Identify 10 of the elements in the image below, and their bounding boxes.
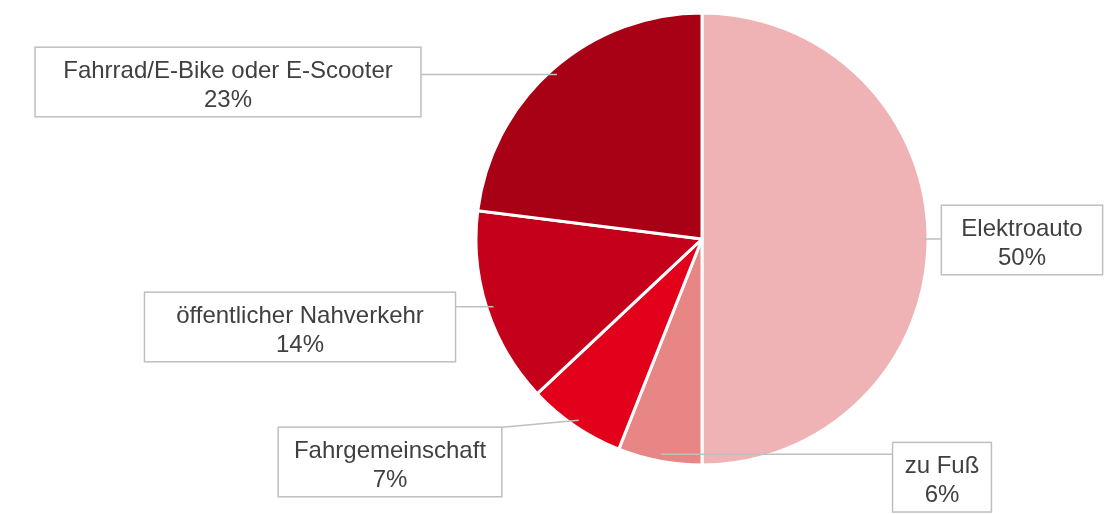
slice-label: Elektroauto: [961, 214, 1083, 241]
data-label: 14%: [275, 330, 325, 358]
data-label: 6%: [924, 480, 960, 508]
data-label: 23%: [203, 85, 253, 113]
slice-label: Fahrgemeinschaft: [293, 436, 487, 463]
data-label: 50%: [997, 243, 1047, 271]
slice-label: öffentlicher Nahverkehr: [176, 301, 424, 328]
data-label: 7%: [372, 465, 408, 493]
slice-label: zu Fuß: [904, 451, 980, 479]
slice-label: Fahrrad/E-Bike oder E-Scooter: [63, 56, 393, 83]
